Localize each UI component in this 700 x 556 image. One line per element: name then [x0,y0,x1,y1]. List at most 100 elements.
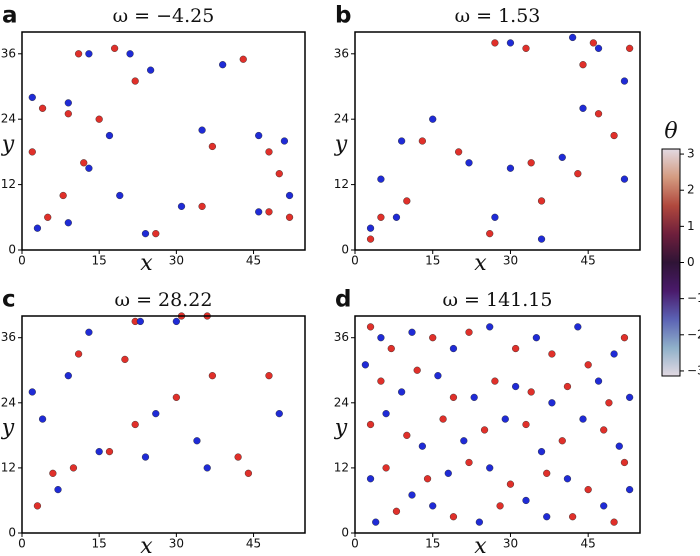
defect-point [429,502,437,510]
defect-point [131,420,139,429]
defect-point [584,361,592,369]
defect-point [85,328,93,336]
defect-point [285,213,294,221]
defect-point [38,415,47,423]
defect-point [620,458,629,467]
defect-point [377,377,385,385]
defect-point [172,393,180,401]
defect-point [69,464,78,472]
x-tick-label: 15 [92,254,107,268]
y-tick-label: 36 [334,46,349,60]
defect-point [382,410,390,418]
x-tick-label: 0 [18,537,26,551]
defect-point [501,415,509,423]
defect-point [506,39,515,47]
defect-point [579,415,587,423]
defect-point [244,469,253,477]
y-axis-label: y [1,416,15,441]
defect-point [38,104,47,112]
y-tick-label: 36 [1,46,16,60]
y-axis-label: y [1,132,15,157]
defect-point [275,410,283,418]
plot-frame [21,31,306,251]
colorbar [661,148,681,377]
defect-point [74,50,83,58]
x-tick-label: 45 [581,537,596,551]
defect-point [439,415,447,423]
x-tick-label: 45 [246,254,261,268]
x-tick-label: 15 [92,537,107,551]
x-tick-label: 0 [18,254,26,268]
defect-point [455,148,463,156]
defect-point [626,393,634,401]
defect-point [198,202,206,211]
defect-point [366,224,375,232]
y-tick-label: 24 [334,395,349,409]
defect-point [512,344,520,353]
defect-point [610,131,618,140]
defect-point [28,148,36,156]
defect-point [491,377,499,385]
defect-point [64,110,72,118]
defect-point [193,437,201,445]
plot-frame [354,315,641,534]
defect-point [594,377,603,385]
defect-point [465,328,473,336]
colorbar-tick-label: 2 [687,183,695,197]
defect-point [589,39,597,47]
colorbar-tick-label: 1 [687,219,695,233]
defect-point [141,230,150,238]
defect-point [377,334,385,342]
colorbar-tick-label: 0 [687,255,695,269]
defect-point [387,344,395,353]
defect-point [449,344,458,353]
y-tick-label: 12 [1,177,16,191]
defect-point [465,458,473,467]
defect-point [392,507,401,515]
y-tick-label: 12 [334,460,349,474]
x-tick-label: 15 [425,537,440,551]
defect-point [480,426,489,434]
defect-point [527,388,535,396]
defect-point [392,213,401,221]
defect-point [105,131,114,140]
defect-point [95,448,103,456]
chart-title: ω = −4.25 [113,5,215,27]
y-tick-label: 24 [334,112,349,126]
x-tick-label: 15 [425,254,440,268]
defect-point [59,191,67,200]
colorbar-label: θ [664,119,677,144]
defect-point [147,66,155,74]
y-tick-label: 24 [1,395,16,409]
defect-point [33,224,42,232]
defect-point [105,448,114,456]
defect-point [366,420,375,429]
defect-point [532,334,540,342]
x-tick-label: 30 [503,537,518,551]
defect-point [398,137,406,145]
defect-point [64,99,72,107]
defect-point [44,213,52,221]
defect-point [136,317,144,326]
defect-point [234,453,242,461]
y-tick-label: 36 [334,330,349,344]
defect-point [403,197,411,205]
x-tick-label: 45 [246,537,261,551]
defect-point [506,164,515,172]
x-tick-label: 30 [169,537,184,551]
defect-point [377,175,385,183]
y-tick-label: 0 [341,526,349,540]
defect-point [152,230,160,238]
defect-point [49,469,57,477]
defect-point [460,437,468,445]
defect-point [408,491,416,499]
defect-point [111,44,119,52]
defect-point [512,382,520,391]
defect-point [522,496,530,505]
defect-point [522,44,530,52]
defect-point [152,410,160,418]
defect-point [198,126,206,134]
defect-point [558,437,566,445]
defect-point [579,104,587,112]
plot-frame [21,315,306,534]
